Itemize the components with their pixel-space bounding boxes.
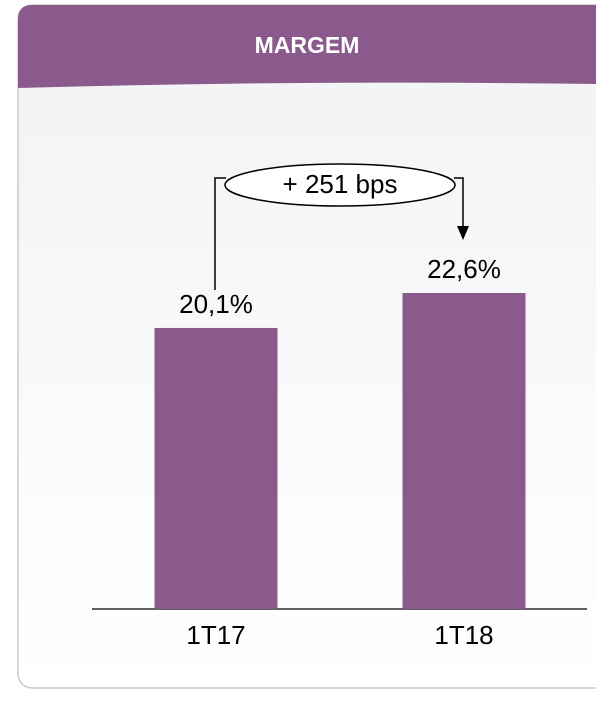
chart-title: MARGEM bbox=[255, 32, 360, 58]
annotation: + 251 bps bbox=[283, 169, 398, 199]
x-tick-label: 1T17 bbox=[186, 620, 245, 650]
bracket-right bbox=[454, 177, 464, 228]
value-label: 20,1% bbox=[179, 289, 253, 319]
x-tick-label: 1T18 bbox=[434, 620, 493, 650]
annotation-ellipse bbox=[224, 163, 456, 207]
arrow-head bbox=[457, 226, 469, 240]
bar bbox=[402, 293, 526, 609]
header-band bbox=[18, 5, 596, 88]
value-label: 22,6% bbox=[427, 254, 501, 284]
bar bbox=[154, 327, 278, 609]
bracket-left bbox=[214, 177, 226, 290]
